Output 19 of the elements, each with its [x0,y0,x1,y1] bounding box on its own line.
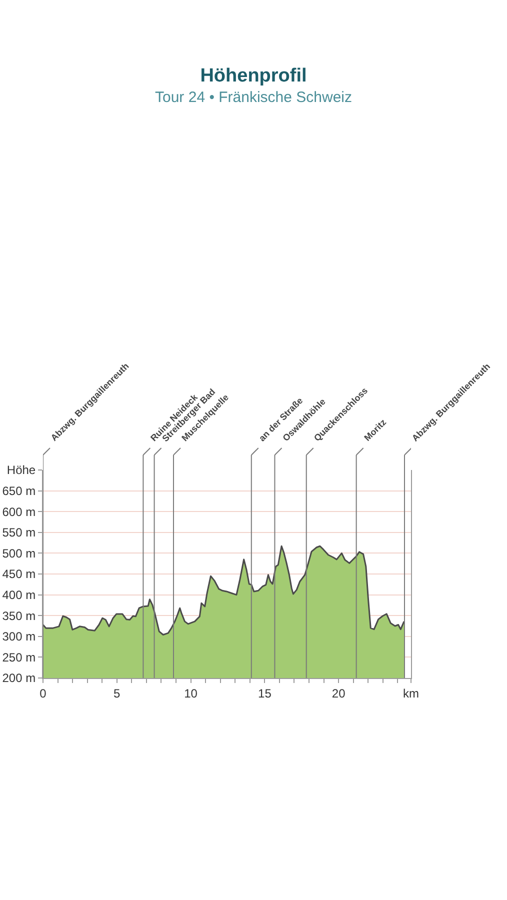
y-tick-label: 400 m [2,588,36,602]
y-tick-label: 300 m [2,630,36,644]
y-tick-label: 250 m [2,650,36,664]
x-tick-label: km [403,686,419,700]
y-tick-label: 550 m [2,526,36,540]
y-tick-label: 500 m [2,546,36,560]
x-tick-label: 5 [114,686,121,700]
x-tick-label: 15 [258,686,272,700]
y-tick-label: 650 m [2,484,36,498]
chart-title: Höhenprofil [200,66,307,87]
chart-subtitle: Tour 24 • Fränkische Schweiz [155,89,352,106]
y-tick-label: 350 m [2,608,36,623]
y-tick-label: 600 m [2,504,36,519]
y-tick-label: Höhe [6,463,36,478]
y-tick-label: 200 m [2,671,36,686]
x-tick-label: 0 [40,686,47,700]
x-tick-label: 10 [184,686,198,700]
x-tick-label: 20 [332,686,346,700]
y-tick-label: 450 m [2,567,36,582]
